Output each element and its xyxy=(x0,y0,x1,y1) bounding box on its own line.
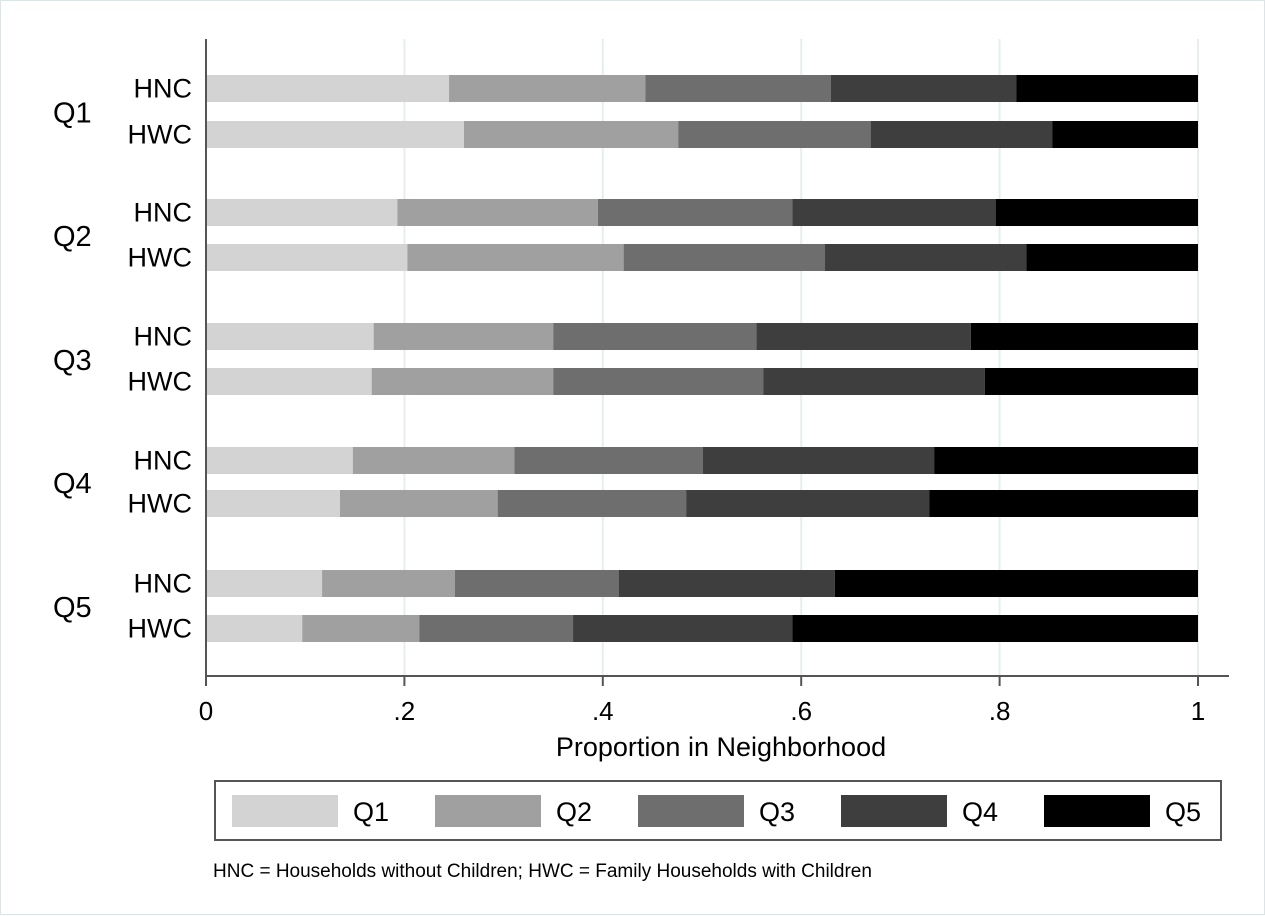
bar-segment xyxy=(419,615,573,642)
bar-segment xyxy=(206,121,464,148)
bar-segment xyxy=(764,368,985,395)
bar-segment xyxy=(206,199,397,226)
bar-segment xyxy=(302,615,419,642)
legend-swatch xyxy=(841,795,947,827)
bar-label: HWC xyxy=(128,614,192,644)
bar-segment xyxy=(455,570,619,597)
legend-label: Q4 xyxy=(962,797,998,827)
group-label: Q3 xyxy=(53,345,92,377)
bar-segment xyxy=(792,615,1198,642)
x-tick-label: .4 xyxy=(592,696,614,726)
bar-segment xyxy=(206,570,322,597)
bar-segment xyxy=(1052,121,1198,148)
group-label: Q2 xyxy=(53,221,92,253)
bar-segment xyxy=(553,323,756,350)
bar-segment xyxy=(971,323,1198,350)
x-tick-label: .8 xyxy=(989,696,1011,726)
bar-segment xyxy=(686,490,929,517)
bar-segment xyxy=(678,121,870,148)
x-axis-title: Proportion in Neighborhood xyxy=(556,732,886,762)
chart-note: HNC = Households without Children; HWC =… xyxy=(213,861,872,882)
bar-segment xyxy=(206,323,374,350)
x-tick-label: .2 xyxy=(394,696,416,726)
bar-segment xyxy=(871,121,1053,148)
bar-segment xyxy=(934,447,1198,474)
bar-segment xyxy=(835,570,1198,597)
x-tick-label: 1 xyxy=(1191,696,1205,726)
bar-segment xyxy=(340,490,498,517)
legend-label: Q5 xyxy=(1165,797,1201,827)
bar-segment xyxy=(757,323,971,350)
bar-label: HWC xyxy=(128,489,192,519)
bar-segment xyxy=(703,447,934,474)
bar-segment xyxy=(598,199,792,226)
group-label: Q1 xyxy=(53,98,92,130)
bar-segment xyxy=(206,490,340,517)
bar-segment xyxy=(206,75,449,102)
bar-segment xyxy=(206,447,353,474)
bar-segment xyxy=(645,75,831,102)
bar-label: HNC xyxy=(134,569,193,599)
bar-label: HNC xyxy=(134,446,193,476)
group-label: Q4 xyxy=(53,468,92,500)
legend-swatch xyxy=(1044,795,1150,827)
bar-segment xyxy=(831,75,1017,102)
bar-segment xyxy=(464,121,678,148)
bar-segment xyxy=(825,244,1026,271)
bar-segment xyxy=(407,244,623,271)
legend-label: Q2 xyxy=(556,797,592,827)
x-tick-label: 0 xyxy=(199,696,213,726)
legend-label: Q3 xyxy=(759,797,795,827)
bar-label: HWC xyxy=(128,120,192,150)
bars xyxy=(206,75,1198,642)
bar-segment xyxy=(372,368,554,395)
category-labels: HNC HWC HNC HWC HNC HWC HNC HWC HNC HWC Q1 Q2 Q3 Q4 Q5 xyxy=(53,74,192,644)
bar-segment xyxy=(619,570,835,597)
group-label: Q5 xyxy=(53,592,92,624)
bar-segment xyxy=(792,199,995,226)
bar-segment xyxy=(353,447,515,474)
legend-swatch xyxy=(638,795,744,827)
bar-segment xyxy=(397,199,597,226)
bar-label: HNC xyxy=(134,198,193,228)
bar-segment xyxy=(1016,75,1198,102)
bar-label: HNC xyxy=(134,322,193,352)
bar-segment xyxy=(206,244,407,271)
bar-segment xyxy=(449,75,645,102)
x-tick-label: .6 xyxy=(790,696,812,726)
bar-segment xyxy=(985,368,1198,395)
bar-segment xyxy=(624,244,825,271)
bar-segment xyxy=(573,615,792,642)
bar-segment xyxy=(553,368,763,395)
bar-segment xyxy=(374,323,554,350)
bar-label: HWC xyxy=(128,367,192,397)
legend: Q1 Q2 Q3 Q4 Q5 xyxy=(232,795,1201,827)
bar-segment xyxy=(996,199,1198,226)
bar-segment xyxy=(322,570,455,597)
bar-segment xyxy=(206,368,372,395)
bar-label: HNC xyxy=(134,74,193,104)
bar-segment xyxy=(515,447,703,474)
bar-label: HWC xyxy=(128,243,192,273)
legend-swatch xyxy=(232,795,338,827)
bar-segment xyxy=(929,490,1198,517)
bar-segment xyxy=(206,615,302,642)
bar-segment xyxy=(1026,244,1198,271)
bar-segment xyxy=(498,490,686,517)
legend-label: Q1 xyxy=(353,797,389,827)
legend-swatch xyxy=(435,795,541,827)
